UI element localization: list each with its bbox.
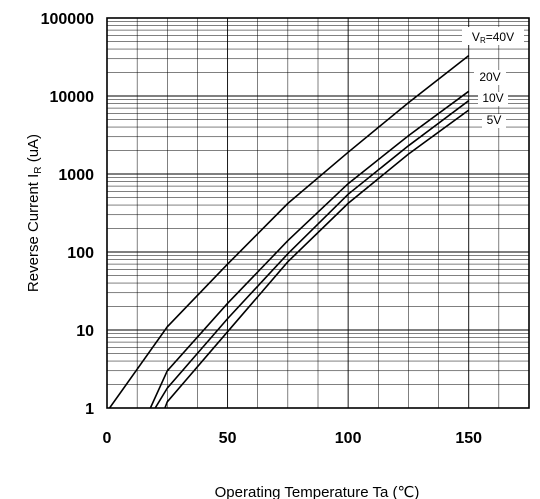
y-tick-label: 1000: [58, 167, 94, 184]
x-tick-label: 50: [219, 430, 237, 447]
y-tick-label: 10: [76, 323, 94, 340]
x-tick-label: 150: [455, 430, 482, 447]
series-line-3: [164, 109, 470, 408]
series-label-3: 5V: [487, 113, 502, 127]
series-label-sub: R: [480, 36, 486, 45]
y-axis-label-sub: R: [33, 166, 44, 173]
series-label-rest: =40V: [486, 30, 514, 44]
series-label-bg: [482, 114, 506, 128]
series-label-bg: [474, 70, 506, 85]
series-label-bg: [478, 92, 508, 106]
series-label-0: VR=40V: [472, 30, 514, 45]
series-label-bg: [462, 27, 524, 45]
y-tick-label: 100000: [41, 11, 94, 28]
y-tick-label: 10000: [50, 89, 95, 106]
grid: [107, 18, 529, 408]
series-label-2: 10V: [482, 91, 503, 105]
plot-frame: [106, 17, 530, 409]
series-label-main: V: [472, 30, 480, 44]
series-label-main: 20V: [479, 70, 500, 84]
x-axis-label: Operating Temperature Ta (℃): [215, 484, 420, 499]
y-tick-label: 100: [67, 245, 94, 262]
series-line-2: [154, 100, 470, 408]
x-tick-label: 100: [335, 430, 362, 447]
y-tick-label: 1: [85, 401, 94, 418]
series-label-main: 10V: [482, 91, 503, 105]
series-labels: VR=40V 20V 10V 5V: [462, 27, 524, 128]
series-line-1: [149, 90, 470, 408]
x-tick-label: 0: [103, 430, 112, 447]
y-tick-labels: 1 10 100 1000 10000 100000: [41, 11, 94, 418]
y-axis-label: Reverse Current IR (uA): [25, 134, 44, 292]
x-tick-labels: 0 50 100 150: [103, 430, 483, 447]
series-line-0: [108, 54, 470, 408]
y-axis-label-main: Reverse Current I: [25, 174, 42, 292]
series-lines: [108, 54, 470, 408]
series-label-1: 20V: [479, 70, 500, 84]
y-axis-label-unit: (uA): [25, 134, 42, 167]
series-label-main: 5V: [487, 113, 502, 127]
